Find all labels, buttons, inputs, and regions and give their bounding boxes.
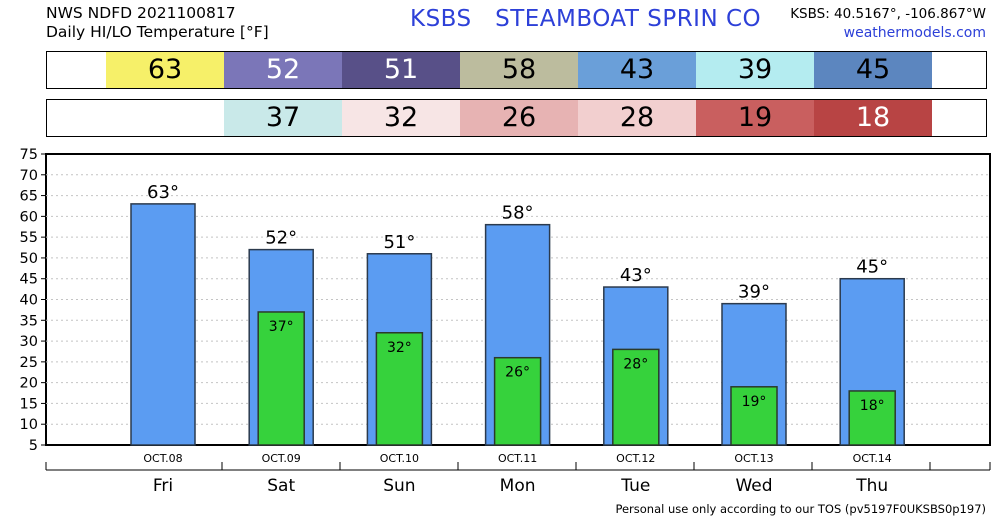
high-temp-label: 51° [383, 232, 415, 253]
day-label: Sun [383, 476, 415, 496]
day-label: Thu [855, 476, 888, 496]
high-temp-label: 45° [856, 257, 888, 278]
high-temp-bar [721, 302, 787, 446]
high-temp-bar [248, 248, 314, 446]
date-label: OCT.13 [734, 452, 773, 465]
low-temp-strip: 37 32 26 28 19 18 [46, 99, 987, 137]
low-temp-label: 37° [269, 319, 294, 335]
low-temp-cell: 37 [224, 100, 342, 136]
y-tick-label: 10 [20, 417, 38, 433]
high-temp-bar [839, 277, 905, 446]
day-label: Tue [620, 476, 650, 496]
high-temp-cell: 58 [460, 52, 578, 88]
low-temp-bar [730, 386, 778, 446]
high-temp-label: 39° [738, 282, 770, 303]
day-label: Wed [735, 476, 772, 496]
low-temp-cell: 19 [696, 100, 814, 136]
y-tick-label: 30 [20, 334, 38, 350]
site-link[interactable]: weathermodels.com [843, 25, 986, 41]
high-temp-cell: 51 [342, 52, 460, 88]
high-temp-bar [484, 223, 551, 446]
low-temp-cell: 26 [460, 100, 578, 136]
high-temp-bar [603, 286, 669, 446]
day-label: Mon [500, 476, 536, 496]
y-tick-label: 75 [20, 147, 38, 163]
high-temp-cell: 43 [578, 52, 696, 88]
low-temp-bar [493, 356, 542, 446]
high-temp-bar [366, 253, 433, 446]
y-tick-label: 25 [20, 355, 38, 371]
low-temp-cell [106, 100, 224, 136]
high-temp-label: 52° [265, 228, 297, 249]
high-temp-cell: 63 [106, 52, 224, 88]
low-temp-bar [848, 390, 896, 446]
y-tick-label: 15 [20, 396, 38, 412]
date-label: OCT.08 [143, 452, 182, 465]
low-temp-bar [612, 348, 660, 446]
y-tick-label: 20 [20, 376, 38, 392]
y-tick-label: 70 [20, 168, 38, 184]
low-temp-label: 19° [742, 394, 767, 410]
high-temp-cell: 45 [814, 52, 932, 88]
low-temp-cell: 28 [578, 100, 696, 136]
y-tick-label: 35 [20, 313, 38, 329]
header-location: KSBS: 40.5167°, -106.867°W weathermodels… [790, 5, 986, 43]
date-label: OCT.14 [853, 452, 892, 465]
footer-note: Personal use only according to our TOS (… [615, 502, 986, 516]
y-tick-label: 50 [20, 251, 38, 267]
plot-area [45, 153, 991, 446]
y-tick-label: 5 [29, 438, 38, 454]
high-temp-label: 58° [502, 203, 534, 224]
low-temp-bar [257, 311, 305, 446]
y-tick-label: 40 [20, 293, 38, 309]
low-temp-label: 28° [623, 356, 648, 372]
date-label: OCT.10 [380, 452, 419, 465]
model-run-label: NWS NDFD 2021100817 [46, 4, 236, 22]
high-temp-label: 63° [147, 182, 179, 203]
low-temp-label: 18° [860, 398, 885, 414]
product-label: Daily HI/LO Temperature [°F] [46, 23, 269, 41]
low-temp-label: 32° [387, 340, 412, 356]
high-temp-cell: 52 [224, 52, 342, 88]
y-tick-label: 60 [20, 209, 38, 225]
y-tick-label: 45 [20, 272, 38, 288]
date-label: OCT.11 [498, 452, 537, 465]
low-temp-cell: 18 [814, 100, 932, 136]
y-tick-label: 55 [20, 230, 38, 246]
station-coords: KSBS: 40.5167°, -106.867°W [790, 6, 986, 22]
low-temp-label: 26° [505, 365, 530, 381]
high-temp-strip: 63 52 51 58 43 39 45 [46, 51, 987, 89]
high-temp-bar [130, 203, 196, 446]
station-title: KSBS STEAMBOAT SPRIN CO [410, 6, 762, 32]
date-label: OCT.09 [262, 452, 301, 465]
day-label: Fri [153, 476, 173, 496]
high-temp-label: 43° [620, 265, 652, 286]
low-temp-cell: 32 [342, 100, 460, 136]
low-temp-bar [375, 332, 424, 446]
header-info: NWS NDFD 2021100817 Daily HI/LO Temperat… [46, 4, 269, 42]
high-temp-cell: 39 [696, 52, 814, 88]
y-tick-label: 65 [20, 189, 38, 205]
day-label: Sat [267, 476, 295, 496]
date-label: OCT.12 [616, 452, 655, 465]
